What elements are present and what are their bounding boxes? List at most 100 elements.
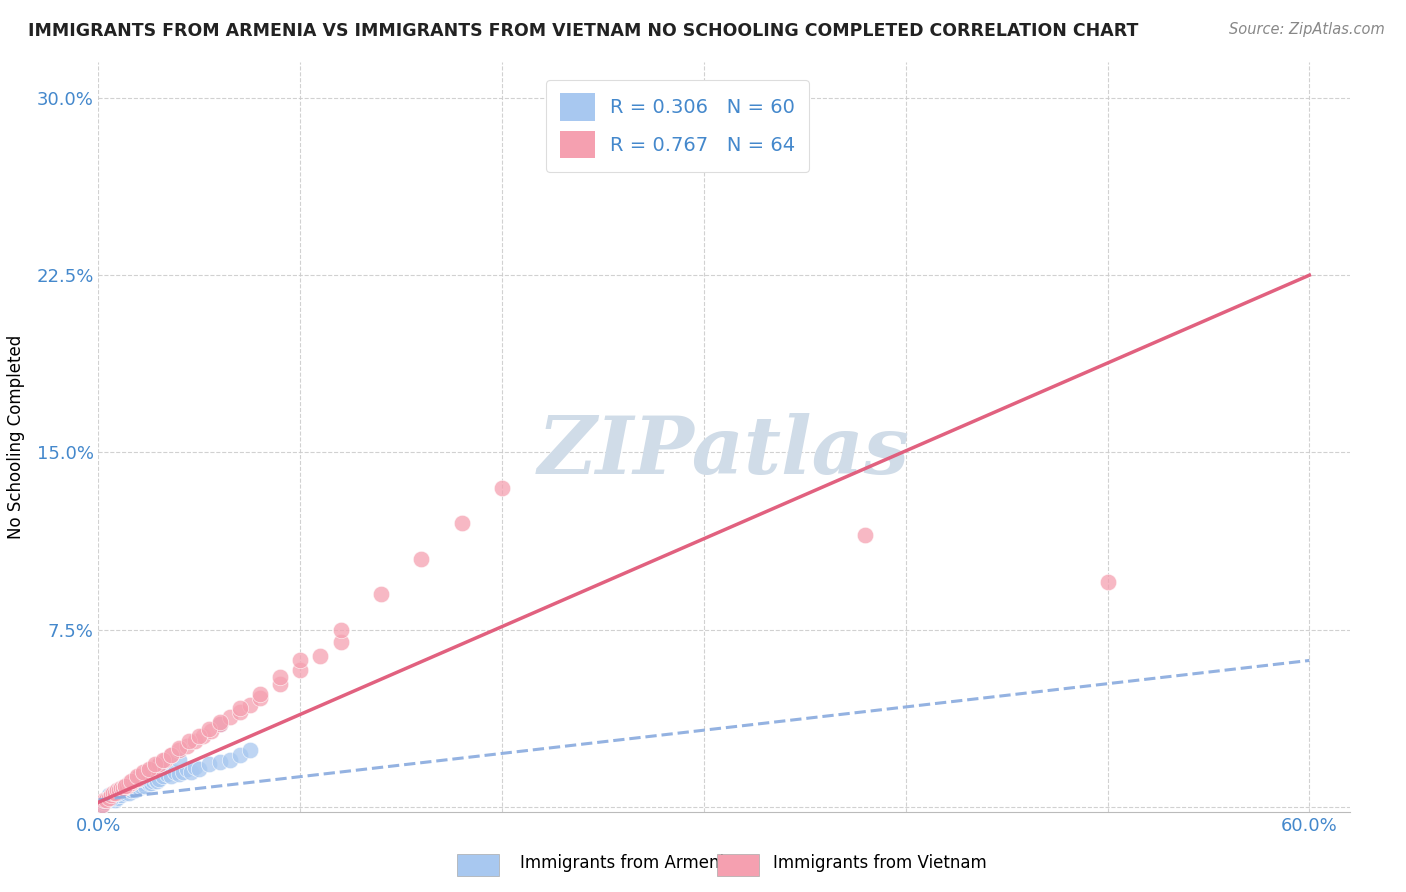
Point — [101, 786, 124, 800]
Point — [91, 797, 114, 812]
Point — [107, 786, 129, 800]
Point — [184, 734, 207, 748]
Point — [491, 481, 513, 495]
Point — [134, 779, 156, 793]
Point — [101, 788, 124, 802]
Point — [107, 788, 129, 802]
Point — [188, 729, 211, 743]
Point — [96, 793, 118, 807]
Point — [105, 786, 128, 800]
Point — [128, 776, 150, 790]
Point — [269, 677, 291, 691]
Point — [135, 774, 157, 789]
Point — [120, 776, 142, 790]
Point — [208, 717, 231, 731]
Point — [329, 623, 352, 637]
Point — [208, 714, 231, 729]
Point — [125, 769, 148, 783]
Point — [239, 743, 262, 757]
Point — [176, 739, 198, 753]
Point — [105, 783, 128, 797]
Legend: R = 0.306   N = 60, R = 0.767   N = 64: R = 0.306 N = 60, R = 0.767 N = 64 — [546, 79, 808, 171]
Point — [148, 772, 170, 786]
Point — [121, 774, 143, 789]
Point — [103, 793, 125, 807]
Point — [114, 779, 136, 793]
Point — [165, 764, 187, 779]
Point — [309, 648, 332, 663]
Point — [148, 757, 170, 772]
Point — [111, 781, 134, 796]
Point — [125, 772, 148, 786]
Text: ZIPatlas: ZIPatlas — [538, 413, 910, 491]
Y-axis label: No Schooling Completed: No Schooling Completed — [7, 335, 25, 539]
Point — [114, 779, 136, 793]
Point — [125, 779, 148, 793]
Point — [138, 776, 160, 790]
Point — [228, 747, 250, 762]
Point — [111, 781, 134, 796]
Point — [290, 653, 312, 667]
Point — [450, 516, 472, 531]
Point — [228, 700, 250, 714]
Point — [121, 781, 143, 796]
Point — [411, 551, 433, 566]
Point — [105, 790, 128, 805]
Point — [100, 790, 122, 805]
Point — [228, 706, 250, 720]
Point — [107, 783, 129, 797]
Point — [138, 762, 160, 776]
Point — [132, 776, 155, 790]
Point — [93, 795, 115, 809]
Point — [97, 788, 120, 802]
Point — [167, 743, 190, 757]
Point — [118, 786, 141, 800]
Point — [329, 634, 352, 648]
Point — [198, 757, 221, 772]
Point — [208, 755, 231, 769]
Point — [208, 717, 231, 731]
Point — [218, 710, 240, 724]
Point — [110, 781, 132, 796]
Point — [1097, 575, 1119, 590]
Point — [167, 753, 190, 767]
Point — [135, 764, 157, 779]
Point — [193, 729, 215, 743]
Point — [118, 776, 141, 790]
Point — [853, 528, 876, 542]
Point — [132, 767, 155, 781]
Point — [129, 779, 152, 793]
Point — [128, 781, 150, 796]
Point — [160, 747, 183, 762]
Point — [93, 793, 115, 807]
Point — [120, 776, 142, 790]
Point — [160, 747, 183, 762]
Point — [167, 740, 190, 755]
Point — [100, 788, 122, 802]
Point — [370, 587, 392, 601]
Point — [249, 687, 271, 701]
Point — [100, 790, 122, 805]
Point — [184, 760, 207, 774]
Point — [143, 772, 166, 786]
Point — [139, 762, 162, 776]
Point — [128, 769, 150, 783]
Point — [93, 795, 115, 809]
Point — [198, 722, 221, 736]
Point — [97, 790, 120, 805]
Point — [200, 724, 222, 739]
Point — [148, 757, 170, 772]
Point — [124, 772, 146, 786]
Point — [153, 753, 176, 767]
Point — [143, 757, 166, 772]
Point — [120, 774, 142, 789]
Point — [128, 772, 150, 786]
Point — [120, 783, 142, 797]
Point — [115, 779, 138, 793]
Point — [167, 767, 190, 781]
Point — [111, 783, 134, 797]
Point — [110, 788, 132, 802]
Point — [115, 783, 138, 797]
Point — [290, 663, 312, 677]
Point — [172, 764, 194, 779]
